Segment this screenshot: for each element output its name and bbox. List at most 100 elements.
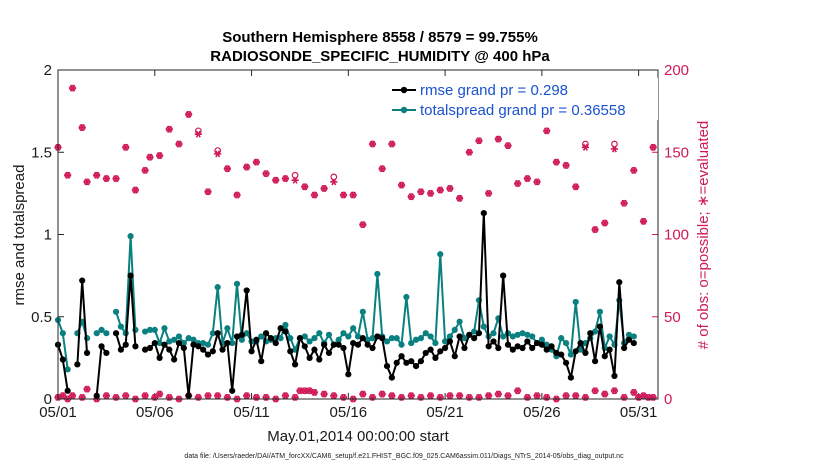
rmse-point	[262, 330, 270, 337]
obs-evaluated-marker	[378, 165, 386, 173]
legend-rmse-marker	[400, 86, 408, 94]
obs-evaluated-stroke	[157, 152, 163, 160]
rmse-point	[330, 341, 337, 348]
obs-evaluated-marker	[281, 175, 290, 183]
rmse-point	[122, 341, 129, 348]
obs-evaluated-stroke	[297, 387, 303, 395]
obs-evaluated-marker	[252, 158, 260, 166]
obs-evaluated-marker	[64, 171, 72, 179]
obs-evaluated-stroke	[195, 130, 201, 138]
totalspread-point	[427, 333, 434, 340]
totalspread-point	[625, 331, 633, 338]
rmse-point	[504, 341, 512, 348]
y-right-tick-label: 150	[664, 144, 689, 161]
obs-evaluated-marker	[630, 166, 638, 174]
totalspread-point	[345, 333, 352, 340]
rmse-point	[582, 349, 589, 357]
totalspread-point	[562, 339, 570, 347]
obs-evaluated-marker	[485, 189, 493, 197]
rmse-point	[175, 339, 183, 347]
obs-evaluated-stroke	[142, 166, 148, 174]
x-tick-label: 05/16	[330, 404, 368, 421]
obs-evaluated-marker	[68, 84, 77, 92]
obs-evaluated-stroke	[311, 191, 317, 199]
totalspread-point	[103, 330, 110, 337]
y-right-tick-label: 50	[664, 309, 681, 326]
obs-evaluated-stroke	[408, 392, 414, 400]
x-tick-label: 05/26	[523, 404, 561, 421]
obs-evaluated-marker	[291, 176, 299, 184]
obs-evaluated-marker	[514, 179, 522, 188]
rmse-point	[427, 346, 434, 353]
obs-evaluated-stroke	[331, 392, 337, 400]
y-right-ticks: 0 50 100 150 200	[652, 62, 689, 408]
obs-low-evaluated-marker	[504, 392, 512, 400]
totalspread-point	[591, 328, 599, 335]
obs-low-evaluated-marker	[407, 392, 415, 400]
chart-title-line2: RADIOSONDE_SPECIFIC_HUMIDITY @ 400 hPa	[210, 48, 550, 65]
rmse-point	[180, 344, 187, 352]
obs-evaluated-stroke	[379, 165, 385, 173]
obs-low-evaluated-marker	[601, 390, 609, 398]
obs-evaluated-stroke	[142, 392, 148, 400]
totalspread-point	[185, 335, 192, 342]
y-left-tick-label: 0	[44, 391, 52, 408]
totalspread-point	[325, 331, 333, 338]
totalspread-point	[538, 336, 545, 343]
obs-evaluated-stroke	[244, 392, 250, 400]
totalspread-point	[393, 335, 400, 342]
totalspread-point	[514, 331, 521, 338]
totalspread-point	[558, 335, 565, 342]
rmse-point	[79, 277, 86, 284]
obs-evaluated-stroke	[379, 390, 385, 398]
obs-low-evaluated-marker	[591, 387, 599, 395]
obs-evaluated-stroke	[457, 392, 463, 400]
rmse-point	[83, 349, 91, 357]
rmse-point	[93, 392, 100, 399]
totalspread-point	[340, 330, 347, 337]
obs-possible-marker	[330, 173, 338, 181]
obs-evaluated-marker	[214, 150, 222, 158]
obs-low-evaluated-marker	[630, 388, 638, 396]
rmse-point	[195, 343, 202, 350]
obs-evaluated-marker	[552, 158, 560, 166]
obs-evaluated-stroke	[331, 178, 337, 186]
obs-evaluated-marker	[639, 217, 648, 225]
obs-evaluated-stroke	[621, 199, 627, 207]
legend-rmse-label: rmse grand pr = 0.298	[420, 82, 568, 99]
obs-evaluated-stroke	[132, 186, 138, 194]
obs-evaluated-stroke	[123, 143, 129, 151]
rmse-point	[277, 325, 284, 332]
totalspread-point	[471, 328, 478, 335]
totalspread-point	[529, 333, 536, 340]
obs-evaluated-stroke	[495, 135, 501, 143]
rmse-point	[59, 356, 66, 363]
totalspread-point	[567, 351, 575, 358]
rmse-point	[272, 339, 279, 347]
y-left-tick-label: 2	[44, 62, 52, 79]
obs-evaluated-marker	[649, 143, 657, 151]
obs-evaluated-stroke	[113, 175, 119, 183]
obs-evaluated-marker	[185, 110, 193, 118]
obs-evaluated-stroke	[486, 189, 492, 197]
rmse-point	[519, 344, 526, 352]
totalspread-point	[572, 298, 579, 306]
rmse-point	[282, 328, 289, 335]
rmse-point	[456, 333, 463, 340]
rmse-point	[432, 354, 439, 361]
obs-evaluated-stroke	[273, 176, 279, 184]
obs-evaluated-stroke	[447, 184, 453, 192]
obs-evaluated-marker	[330, 178, 338, 186]
obs-low-evaluated-marker	[456, 392, 464, 400]
totalspread-point	[519, 330, 526, 337]
obs-evaluated-stroke	[360, 390, 366, 398]
obs-evaluated-stroke	[215, 392, 221, 400]
rmse-point	[345, 371, 352, 378]
obs-evaluated-marker	[456, 194, 464, 202]
obs-low-evaluated-marker	[388, 392, 396, 400]
rmse-point	[543, 346, 550, 353]
totalspread-point	[437, 251, 444, 258]
y-right-tick-label: 200	[664, 62, 689, 79]
totalspread-point	[200, 339, 207, 347]
rmse-point	[567, 374, 575, 381]
